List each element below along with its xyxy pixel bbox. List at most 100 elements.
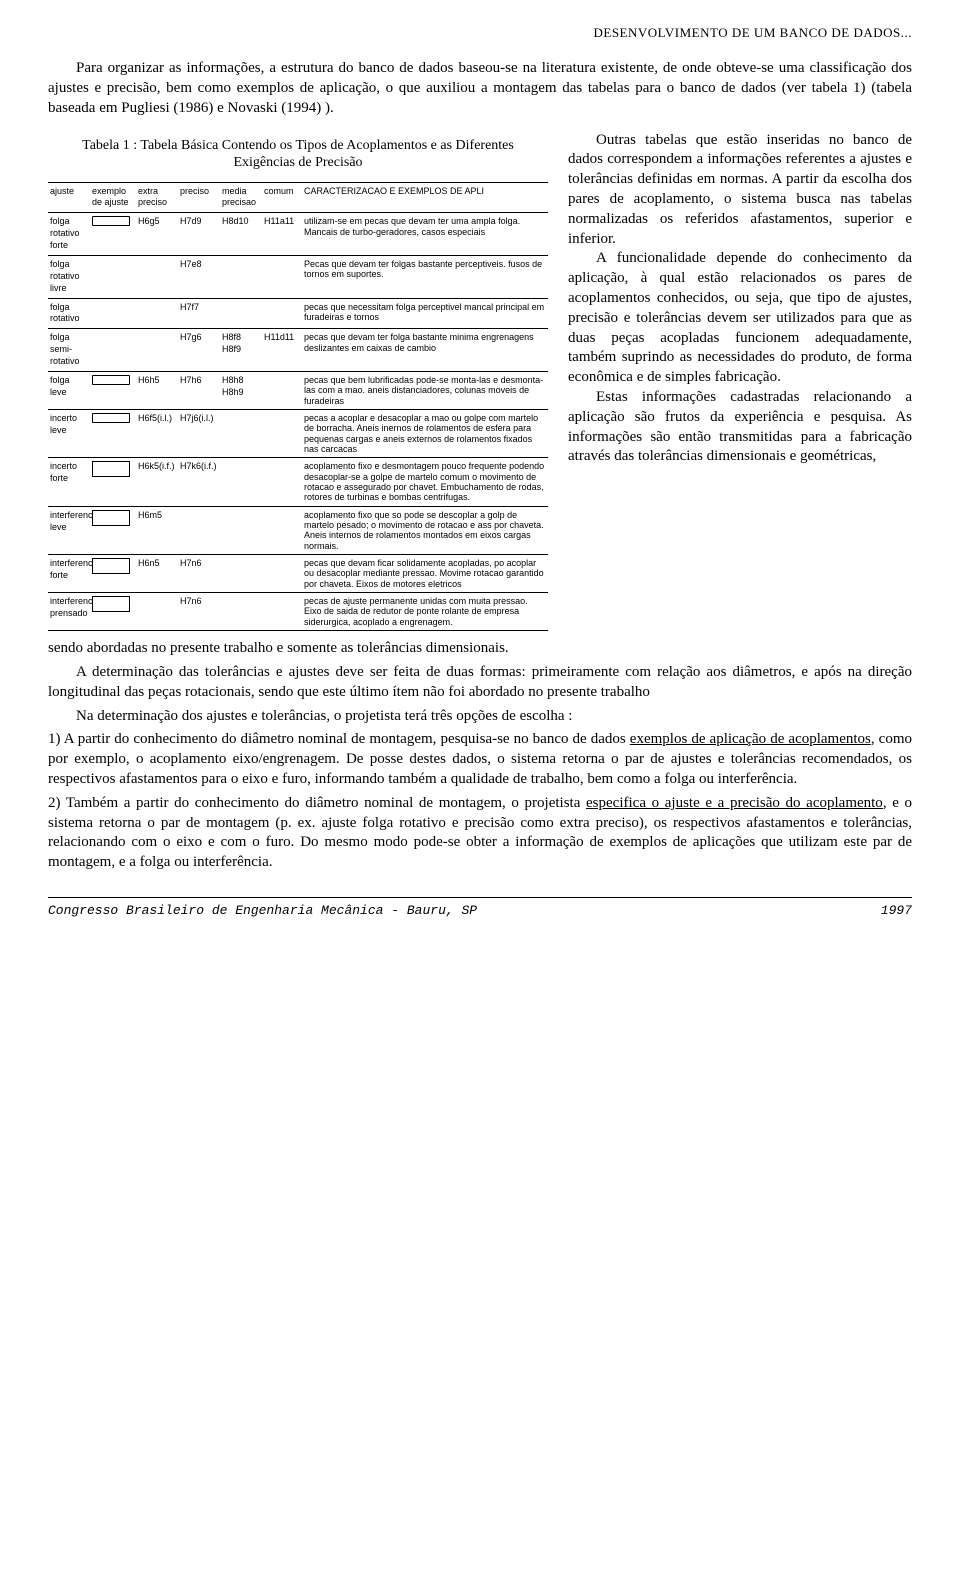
cell-exemplo <box>90 255 136 298</box>
side-paragraph-1: Outras tabelas que estão inseridas no ba… <box>568 131 912 250</box>
text-run: 1) A partir do conhecimento do diâmetro … <box>48 731 630 747</box>
cell-media: H8d10 <box>220 213 262 256</box>
fit-diagram-icon <box>92 596 130 612</box>
th-extra: extra preciso <box>136 182 178 213</box>
cell-media <box>220 506 262 554</box>
cell-preciso: H7n6 <box>178 555 220 593</box>
table-row: folga leve H6h5 H7h6 H8h8 H8h9 pecas que… <box>48 371 548 409</box>
cell-comum <box>262 593 302 631</box>
cell-caract: acoplamento fixo e desmontagem pouco fre… <box>302 458 548 506</box>
cell-ajuste: folga leve <box>48 371 90 409</box>
cell-media: H8h8 H8h9 <box>220 371 262 409</box>
cell-media <box>220 409 262 457</box>
cell-caract: pecas que devam ter folga bastante minim… <box>302 329 548 372</box>
cell-ajuste: folga rotativo forte <box>48 213 90 256</box>
cell-extra: H6k5(i.f.) <box>136 458 178 506</box>
cell-preciso: H7k6(i.f.) <box>178 458 220 506</box>
table-row: folga rotativo forte H6g5 H7d9 H8d10 H11… <box>48 213 548 256</box>
page-footer: Congresso Brasileiro de Engenharia Mecân… <box>48 898 912 919</box>
th-preciso: preciso <box>178 182 220 213</box>
cell-preciso: H7d9 <box>178 213 220 256</box>
cell-comum: H11a11 <box>262 213 302 256</box>
cell-caract: utilizam-se em pecas que devam ter uma a… <box>302 213 548 256</box>
fit-diagram-icon <box>92 510 130 526</box>
fit-diagram-icon <box>92 558 130 574</box>
table-caption: Tabela 1 : Tabela Básica Contendo os Tip… <box>68 137 528 172</box>
cell-exemplo <box>90 458 136 506</box>
cell-exemplo <box>90 555 136 593</box>
cell-caract: Pecas que devam ter folgas bastante perc… <box>302 255 548 298</box>
cell-exemplo <box>90 593 136 631</box>
cell-preciso: H7n6 <box>178 593 220 631</box>
th-caract: CARACTERIZACAO E EXEMPLOS DE APLI <box>302 182 548 213</box>
cell-media <box>220 593 262 631</box>
cell-preciso: H7g6 <box>178 329 220 372</box>
fit-diagram-icon <box>92 216 130 226</box>
intro-paragraph: Para organizar as informações, a estrutu… <box>48 59 912 118</box>
cell-preciso: H7j6(i.l.) <box>178 409 220 457</box>
cell-extra: H6m5 <box>136 506 178 554</box>
cell-comum <box>262 409 302 457</box>
cell-media <box>220 458 262 506</box>
cell-caract: pecas que necessitam folga perceptivel m… <box>302 298 548 329</box>
cell-extra <box>136 298 178 329</box>
cell-ajuste: folga rotativo livre <box>48 255 90 298</box>
cell-exemplo <box>90 409 136 457</box>
cell-ajuste: interferencia prensado <box>48 593 90 631</box>
cell-preciso: H7e8 <box>178 255 220 298</box>
body-paragraph: 1) A partir do conhecimento do diâmetro … <box>48 730 912 789</box>
fit-diagram-icon <box>92 375 130 385</box>
cell-preciso: H7h6 <box>178 371 220 409</box>
cell-comum <box>262 255 302 298</box>
footer-right: 1997 <box>881 902 912 919</box>
running-header: DESENVOLVIMENTO DE UM BANCO DE DADOS... <box>48 24 912 41</box>
fits-table: ajuste exemplo de ajuste extra preciso p… <box>48 182 548 632</box>
continuation-paragraph: sendo abordadas no presente trabalho e s… <box>48 639 912 659</box>
cell-preciso: H7f7 <box>178 298 220 329</box>
body-paragraph: 2) Também a partir do conhecimento do di… <box>48 794 912 873</box>
table-row: incerto forte H6k5(i.f.) H7k6(i.f.) acop… <box>48 458 548 506</box>
cell-caract: pecas a acoplar e desacoplar a mao ou go… <box>302 409 548 457</box>
cell-media <box>220 298 262 329</box>
cell-ajuste: incerto forte <box>48 458 90 506</box>
cell-media: H8f8 H8f9 <box>220 329 262 372</box>
cell-ajuste: interferencia leve <box>48 506 90 554</box>
table-header-row: ajuste exemplo de ajuste extra preciso p… <box>48 182 548 213</box>
cell-caract: acoplamento fixo que so pode se descopla… <box>302 506 548 554</box>
th-ajuste: ajuste <box>48 182 90 213</box>
cell-extra: H6n5 <box>136 555 178 593</box>
cell-extra: H6g5 <box>136 213 178 256</box>
cell-exemplo <box>90 506 136 554</box>
cell-comum <box>262 458 302 506</box>
cell-exemplo <box>90 298 136 329</box>
cell-media <box>220 555 262 593</box>
cell-media <box>220 255 262 298</box>
underlined-term: especifica o ajuste e a precisão do acop… <box>586 795 883 811</box>
table-row: folga semi-rotativo H7g6 H8f8 H8f9 H11d1… <box>48 329 548 372</box>
cell-extra: H6f5(i.l.) <box>136 409 178 457</box>
cell-exemplo <box>90 213 136 256</box>
cell-preciso <box>178 506 220 554</box>
footer-left: Congresso Brasileiro de Engenharia Mecân… <box>48 902 477 919</box>
cell-comum <box>262 555 302 593</box>
table-column: Tabela 1 : Tabela Básica Contendo os Tip… <box>48 131 548 632</box>
fit-diagram-icon <box>92 461 130 477</box>
cell-ajuste: folga rotativo <box>48 298 90 329</box>
underlined-term: exemplos de aplicação de acoplamentos <box>630 731 871 747</box>
th-media: media precisao <box>220 182 262 213</box>
table-row: folga rotativo livre H7e8 Pecas que deva… <box>48 255 548 298</box>
th-comum: comum <box>262 182 302 213</box>
cell-ajuste: folga semi-rotativo <box>48 329 90 372</box>
text-run: 2) Também a partir do conhecimento do di… <box>48 795 586 811</box>
cell-comum: H11d11 <box>262 329 302 372</box>
cell-caract: pecas de ajuste permanente unidas com mu… <box>302 593 548 631</box>
body-paragraph: Na determinação dos ajustes e tolerância… <box>48 707 912 727</box>
fit-diagram-icon <box>92 413 130 423</box>
table-row: interferencia leve H6m5 acoplamento fixo… <box>48 506 548 554</box>
cell-extra: H6h5 <box>136 371 178 409</box>
table-row: folga rotativo H7f7 pecas que necessitam… <box>48 298 548 329</box>
cell-extra <box>136 329 178 372</box>
cell-comum <box>262 371 302 409</box>
cell-ajuste: incerto leve <box>48 409 90 457</box>
cell-extra <box>136 593 178 631</box>
